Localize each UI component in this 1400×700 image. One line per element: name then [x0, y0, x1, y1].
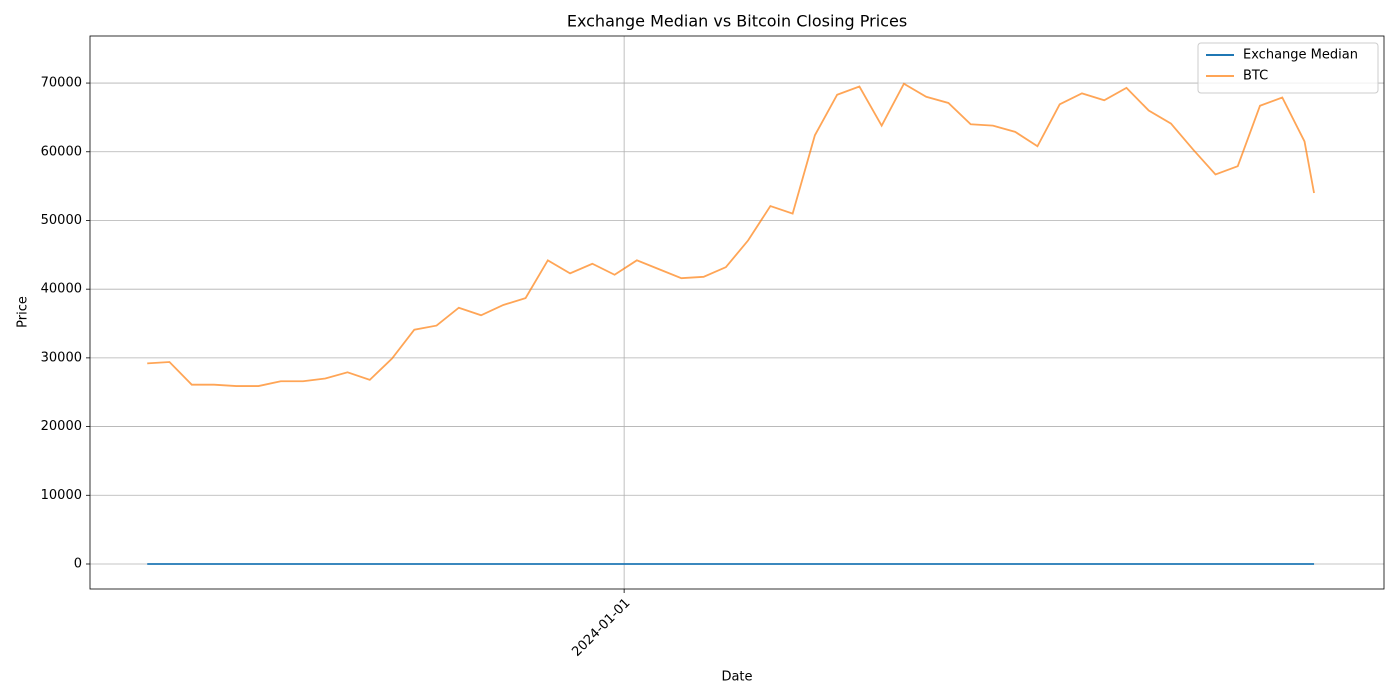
plot-frame [89, 35, 1385, 590]
y-tick-label: 0 [74, 556, 82, 571]
y-tick-label: 70000 [41, 76, 82, 91]
y-tick-label: 20000 [41, 419, 82, 434]
legend-label: BTC [1243, 69, 1268, 84]
y-axis-label: Price [16, 296, 31, 328]
x-axis-label: Date [721, 670, 752, 685]
series-line [147, 82, 1315, 387]
x-tick-label: 2024-01-01 [569, 596, 633, 660]
legend-box [1197, 42, 1379, 94]
y-tick-label: 60000 [41, 144, 82, 159]
y-tick-label: 50000 [41, 213, 82, 228]
legend-label: Exchange Median [1243, 48, 1358, 63]
y-tick-label: 10000 [41, 488, 82, 503]
chart-title: Exchange Median vs Bitcoin Closing Price… [567, 12, 907, 31]
y-tick-label: 40000 [41, 282, 82, 297]
y-tick-label: 30000 [41, 350, 82, 365]
